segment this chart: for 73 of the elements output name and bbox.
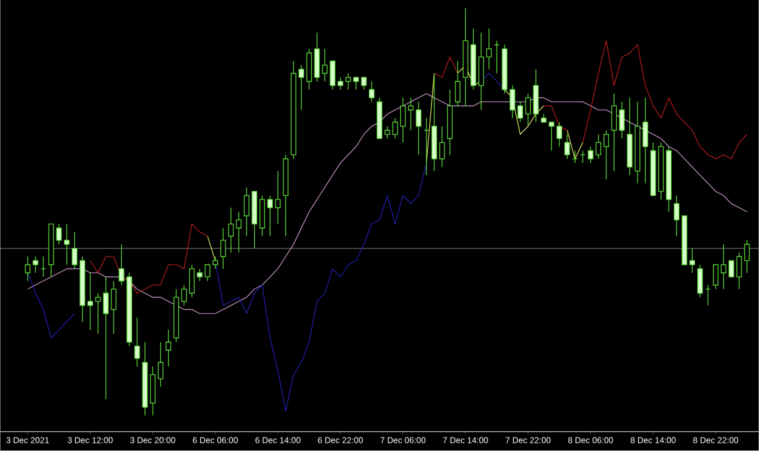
candlestick [158, 342, 164, 388]
candlestick [728, 260, 734, 278]
candlestick [408, 98, 414, 131]
candlestick [40, 256, 46, 278]
candlestick [510, 85, 516, 119]
candlestick [517, 102, 523, 123]
candlestick [400, 98, 406, 144]
x-tick-label: 6 Dec 22:00 [318, 437, 363, 444]
x-tick-label: 8 Dec 06:00 [568, 437, 614, 444]
candlestick [705, 284, 711, 306]
x-tick-label: 6 Dec 06:00 [192, 437, 238, 444]
candlestick [267, 195, 273, 237]
candlestick [212, 256, 218, 270]
candlestick [353, 77, 359, 90]
candlestick [32, 256, 38, 274]
x-tick-label: 8 Dec 22:00 [693, 437, 738, 444]
candlestick [525, 93, 531, 127]
candlestick [744, 240, 750, 274]
candlestick [236, 212, 242, 254]
candlestick [564, 134, 570, 160]
candlestick [118, 244, 124, 286]
candlestick [228, 207, 234, 254]
x-tick-label: 3 Dec 20:00 [130, 437, 176, 444]
candlestick [244, 187, 250, 237]
candlestick [103, 276, 109, 400]
candlestick [603, 130, 609, 180]
candlestick [166, 330, 172, 368]
candlestick [712, 264, 718, 290]
x-tick-label: 7 Dec 06:00 [380, 437, 426, 444]
candlestick [196, 268, 202, 282]
candlestick [494, 40, 500, 74]
candlestick [298, 64, 304, 111]
candlestick [736, 252, 742, 290]
x-tick-label: 3 Dec 12:00 [68, 437, 113, 444]
candlestick [368, 81, 374, 102]
x-tick-label: 6 Dec 14:00 [255, 437, 300, 444]
candlestick [134, 317, 140, 368]
candlestick [95, 292, 101, 334]
candlestick [690, 248, 695, 274]
candlestick [345, 73, 351, 90]
x-tick-label: 8 Dec 14:00 [630, 437, 676, 444]
candlestick [384, 126, 390, 140]
candlestick [204, 264, 210, 282]
candlestick [454, 60, 460, 106]
candlestick [361, 77, 367, 90]
candlestick [439, 126, 445, 168]
candlestick [572, 150, 578, 164]
x-tick-label: 7 Dec 14:00 [443, 437, 488, 444]
candlestick [588, 146, 594, 164]
candlestick [548, 122, 554, 152]
candlestick [556, 122, 562, 148]
candlestick [275, 170, 281, 225]
candlestick [24, 256, 30, 282]
candlestick [424, 118, 430, 176]
candlestick [619, 102, 625, 140]
candlestick [596, 134, 602, 160]
candlestick [674, 195, 680, 237]
candlestick [64, 224, 70, 266]
candlestick [720, 244, 726, 290]
candlestick [486, 28, 492, 70]
candlestick [322, 48, 328, 82]
candlestick [220, 228, 226, 270]
candlestick [181, 284, 187, 306]
candlestick [416, 102, 422, 156]
candlestick [580, 150, 586, 164]
candlestick [56, 224, 62, 245]
candlestick [72, 232, 78, 270]
candlestick [392, 118, 398, 140]
x-tick-label: 3 Dec 2021 [6, 437, 49, 444]
candlestick [338, 77, 344, 90]
candlestick [87, 272, 93, 330]
candlestick [110, 280, 116, 334]
x-tick-label: 7 Dec 22:00 [506, 437, 551, 444]
